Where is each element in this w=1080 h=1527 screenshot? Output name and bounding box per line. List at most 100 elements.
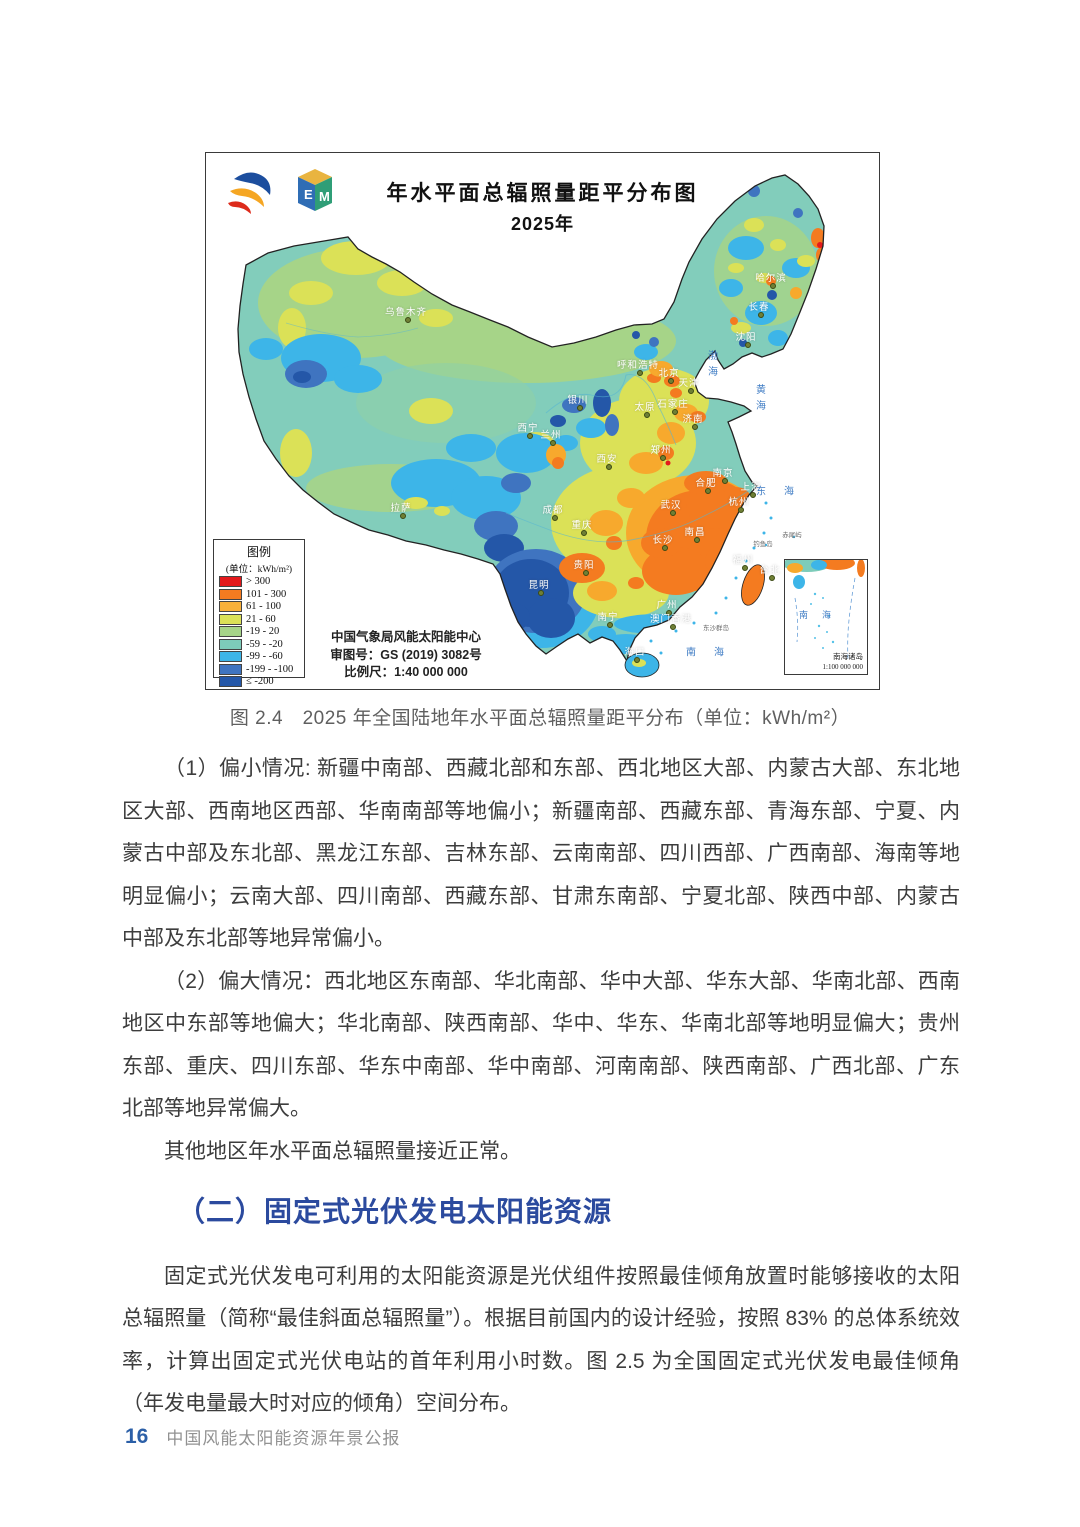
city-label: 上海 bbox=[740, 483, 762, 493]
city-label: 长春 bbox=[748, 303, 770, 313]
map-title: 年水平面总辐照量距平分布图 bbox=[386, 182, 699, 205]
legend-title: 图例 bbox=[246, 545, 271, 559]
island-label: 赤尾屿 bbox=[782, 532, 802, 539]
legend-range-label: -99 - -60 bbox=[246, 651, 283, 663]
city-dot bbox=[770, 283, 776, 289]
legend-range-label: 101 - 300 bbox=[246, 588, 287, 600]
legend-row: 21 - 60 bbox=[219, 613, 304, 626]
city-label: 呼和浩特 bbox=[616, 361, 660, 371]
city-dot bbox=[672, 409, 678, 415]
city-dot bbox=[405, 317, 411, 323]
paragraph-smaller-cases: （1）偏小情况: 新疆中南部、西藏北部和东部、西北地区大部、内蒙古大部、东北地区… bbox=[122, 757, 960, 950]
legend-swatch bbox=[219, 626, 242, 638]
city-dot bbox=[738, 507, 744, 513]
city-dot bbox=[538, 590, 544, 596]
city-label: 昆明 bbox=[528, 581, 550, 591]
city-label: 哈尔滨 bbox=[755, 274, 787, 284]
city-dot bbox=[769, 575, 775, 581]
city-dot bbox=[606, 464, 612, 470]
city-dot bbox=[722, 478, 728, 484]
report-title: 中国风能太阳能资源年景公报 bbox=[166, 1429, 401, 1448]
map-note-scale: 比例尺：1:40 000 000 bbox=[344, 665, 468, 679]
city-dot bbox=[581, 530, 587, 536]
wind-solar-swirl-logo bbox=[228, 172, 271, 214]
china-border bbox=[237, 174, 825, 663]
south-china-sea-inset: 南海 南海诸岛 1:100 000 000 bbox=[784, 559, 868, 675]
city-label: 西宁 bbox=[517, 424, 539, 434]
city-label: 南京 bbox=[712, 469, 734, 479]
legend-row: 61 - 100 bbox=[219, 601, 304, 613]
legend-swatch bbox=[219, 663, 242, 675]
legend-swatch bbox=[219, 588, 242, 600]
city-dot bbox=[660, 455, 666, 461]
city-label: 贵阳 bbox=[573, 561, 595, 571]
city-dot bbox=[400, 513, 406, 519]
inset-scale: 1:100 000 000 bbox=[822, 663, 863, 671]
city-dot bbox=[662, 545, 668, 551]
sea-label: 南海 bbox=[686, 647, 742, 659]
city-label: 郑州 bbox=[650, 446, 672, 456]
city-dot bbox=[644, 412, 650, 418]
legend-row: ≤ -200 bbox=[219, 676, 304, 688]
section-heading: （二）固定式光伏发电太阳能资源 bbox=[177, 1196, 613, 1227]
city-label: 乌鲁木齐 bbox=[384, 308, 428, 318]
city-label: 南宁 bbox=[597, 613, 619, 623]
legend-row: -59 - -20 bbox=[219, 638, 304, 651]
city-dot bbox=[577, 405, 583, 411]
legend-range-label: > 300 bbox=[246, 576, 271, 588]
city-label: 西安 bbox=[596, 455, 618, 465]
city-label: 天津 bbox=[678, 379, 700, 389]
city-dot bbox=[527, 433, 533, 439]
city-label: 沈阳 bbox=[735, 333, 757, 343]
figure-logos: E M bbox=[220, 165, 340, 217]
city-dot bbox=[758, 312, 764, 318]
city-label: 拉萨 bbox=[390, 504, 412, 514]
legend-swatch bbox=[219, 576, 242, 588]
city-dot bbox=[670, 624, 676, 630]
legend-range-label: -199 - -100 bbox=[246, 663, 294, 675]
city-label: 合肥 bbox=[695, 479, 717, 489]
svg-text:M: M bbox=[319, 189, 330, 204]
legend-range-label: -59 - -20 bbox=[246, 638, 283, 650]
city-dot bbox=[666, 610, 672, 616]
map-legend: 图例 (单位：kWh/m²) > 300 101 - 300 61 - 100 21 … bbox=[213, 539, 305, 688]
legend-range-label: 21 - 60 bbox=[246, 613, 276, 625]
city-label: 成都 bbox=[542, 506, 564, 516]
legend-swatch bbox=[219, 676, 242, 688]
legend-unit: (单位：kWh/m²) bbox=[225, 565, 293, 575]
map-note-approval: 审图号：GS (2019) 3082号 bbox=[330, 647, 482, 662]
city-label: 银川 bbox=[567, 396, 589, 406]
page-number: 16 bbox=[125, 1424, 149, 1448]
legend-swatch bbox=[219, 638, 242, 650]
city-dot bbox=[552, 515, 558, 521]
legend-row: -99 - -60 bbox=[219, 651, 304, 663]
sea-label: 黄海 bbox=[753, 384, 765, 416]
body-text: （1）偏小情况: 新疆中南部、西藏北部和东部、西北地区大部、内蒙古大部、东北地区… bbox=[122, 748, 960, 1426]
city-dot bbox=[742, 565, 748, 571]
inset-sea-label: 南海 bbox=[799, 610, 846, 620]
legend-swatch bbox=[219, 651, 242, 663]
city-label: 澳门香港 bbox=[649, 615, 693, 625]
map-figure: E M 年水平面总辐照量距平分布图 2025年 乌鲁木齐 哈尔滨 长春 沈阳 北京 天津 呼… bbox=[205, 152, 880, 690]
city-label: 武汉 bbox=[660, 501, 682, 511]
city-label: 福州 bbox=[732, 556, 754, 566]
legend-range-label: -19 - 20 bbox=[246, 626, 280, 638]
city-dot bbox=[583, 570, 589, 576]
paragraph-normal-areas: 其他地区年水平面总辐照量接近正常。 bbox=[164, 1139, 521, 1163]
city-label: 兰州 bbox=[540, 431, 562, 441]
city-dot bbox=[745, 342, 751, 348]
page-footer: 16 中国风能太阳能资源年景公报 bbox=[125, 1424, 400, 1449]
legend-range-label: ≤ -200 bbox=[246, 676, 274, 688]
city-dot bbox=[670, 510, 676, 516]
legend-swatch bbox=[219, 601, 242, 613]
city-dot bbox=[607, 622, 613, 628]
city-dot bbox=[750, 492, 756, 498]
island-label: 钓鱼岛 bbox=[753, 541, 773, 548]
city-label: 石家庄 bbox=[657, 400, 689, 410]
city-dot bbox=[550, 440, 556, 446]
inset-caption: 南海诸岛 bbox=[833, 652, 863, 661]
city-label: 长沙 bbox=[652, 536, 674, 546]
legend-row: 101 - 300 bbox=[219, 588, 304, 601]
city-label: 重庆 bbox=[571, 521, 593, 531]
